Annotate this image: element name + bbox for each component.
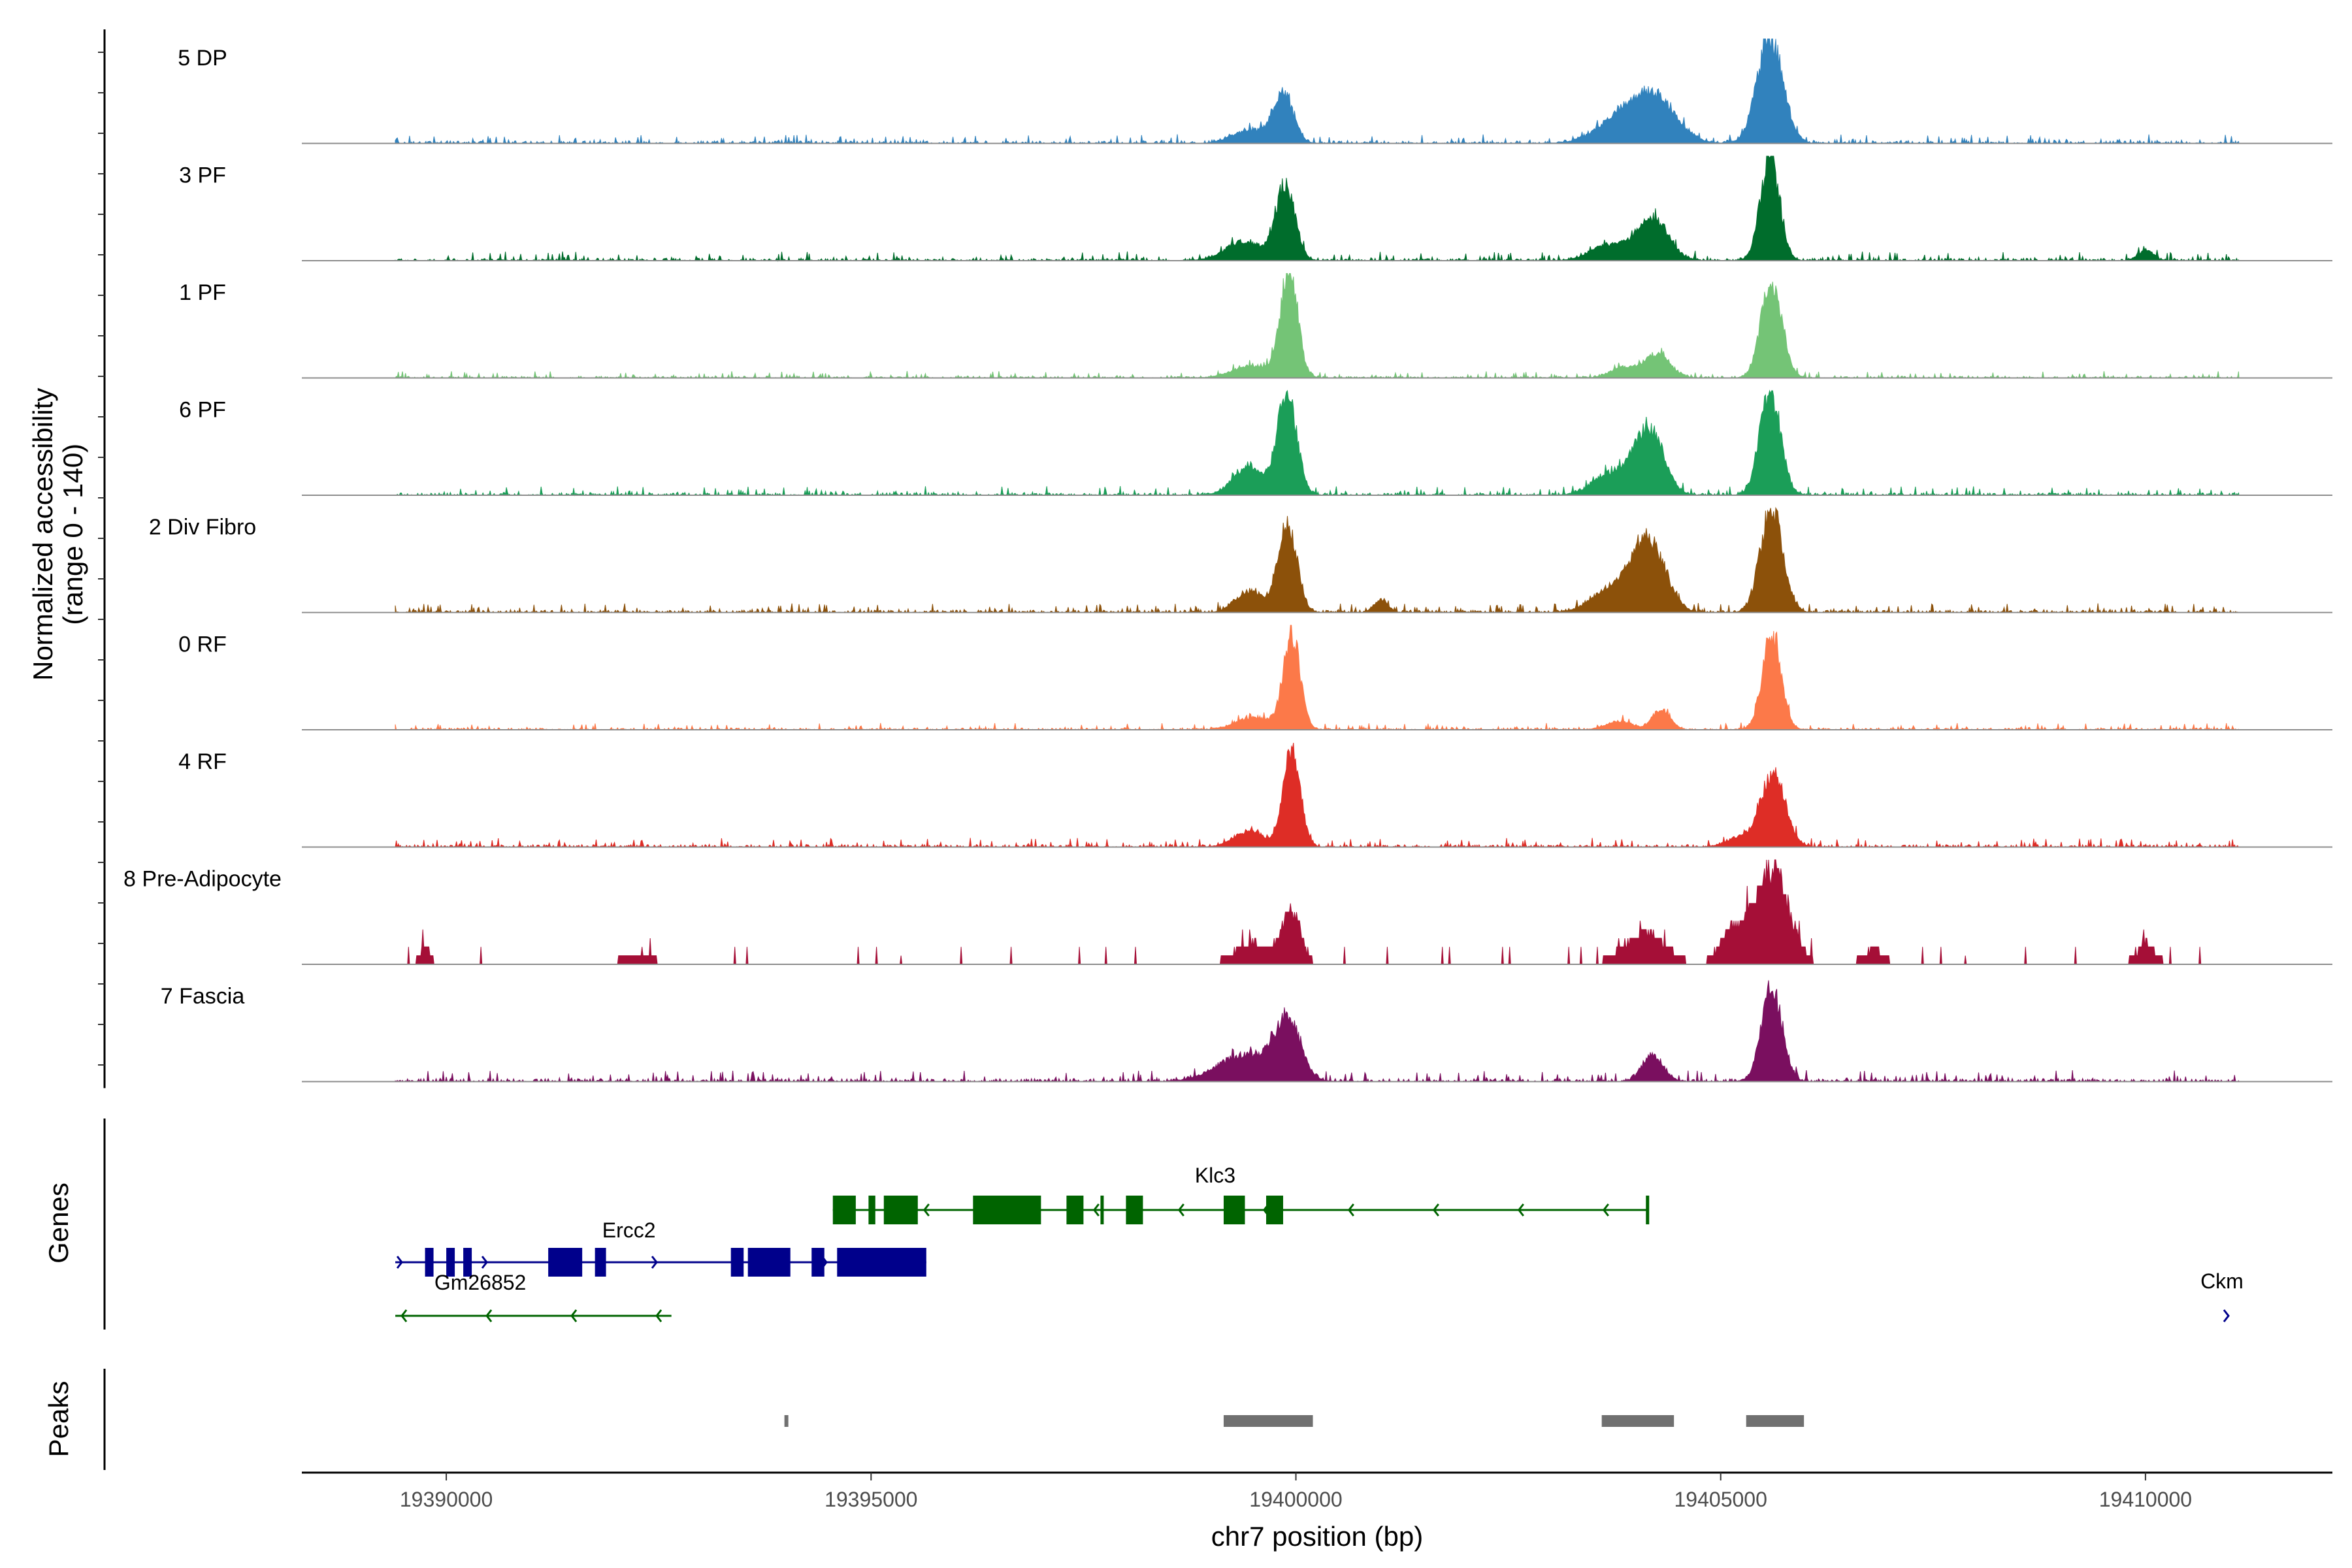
genes-panel: Genes Klc3 Ercc2 Gm26852 Ckm <box>43 1119 2244 1330</box>
gene-label: Ckm <box>2200 1269 2244 1293</box>
peak-region <box>1223 1415 1313 1427</box>
exon <box>883 1196 918 1224</box>
track-4-rf: 4 RF <box>178 742 2332 849</box>
exon <box>1223 1196 1245 1224</box>
peaks-panel-label: Peaks <box>43 1381 74 1458</box>
track-label: 4 RF <box>178 749 227 774</box>
exon <box>446 1248 455 1277</box>
exon <box>811 1248 825 1277</box>
track-6-pf: 6 PF <box>179 389 2332 497</box>
gene-klc3: Klc3 <box>832 1164 1650 1224</box>
peaks-panel: Peaks <box>43 1369 1805 1470</box>
peak-region <box>1601 1415 1674 1427</box>
exon <box>730 1248 744 1277</box>
strand-arrow <box>655 1309 662 1322</box>
exon <box>747 1248 791 1277</box>
exon <box>832 1196 856 1224</box>
coverage-area <box>395 980 2240 1083</box>
x-tick-label: 19400000 <box>1249 1488 1342 1511</box>
track-label: 5 DP <box>178 46 227 71</box>
track-7-fascia: 7 Fascia <box>161 980 2332 1083</box>
track-label: 2 Div Fibro <box>149 515 256 540</box>
gene-label: Klc3 <box>1195 1164 1235 1187</box>
strand-arrow <box>1517 1203 1524 1217</box>
track-2-div-fibro: 2 Div Fibro <box>149 506 2332 614</box>
exon <box>837 1248 926 1277</box>
strand-arrow <box>570 1309 578 1322</box>
track-3-pf: 3 PF <box>179 155 2332 262</box>
y-axis-title: Normalized accessibility(range 0 - 140) <box>27 29 106 1088</box>
exon <box>1266 1196 1283 1224</box>
strand-arrow <box>651 1256 658 1269</box>
strand-arrow <box>1177 1203 1184 1217</box>
exon <box>1066 1196 1084 1224</box>
exon <box>595 1248 606 1277</box>
track-5-dp: 5 DP <box>178 39 2332 145</box>
strand-arrow <box>2223 1309 2230 1322</box>
peak-region <box>784 1415 789 1427</box>
exon <box>973 1196 1041 1224</box>
track-label: 1 PF <box>179 280 226 305</box>
track-label: 0 RF <box>178 632 227 657</box>
track-label: 3 PF <box>179 163 226 188</box>
strand-arrow <box>400 1309 408 1322</box>
strand-arrow <box>481 1256 488 1269</box>
track-0-rf: 0 RF <box>178 625 2332 731</box>
exon <box>548 1248 583 1277</box>
exon <box>1646 1196 1650 1224</box>
genes-panel-label: Genes <box>43 1183 74 1264</box>
x-tick-label: 19405000 <box>1674 1488 1767 1511</box>
track-1-pf: 1 PF <box>179 273 2332 379</box>
x-axis: 19390000 19395000 19400000 19405000 19410000… <box>302 1471 2332 1552</box>
exon <box>425 1248 434 1277</box>
gene-ckm: Ckm <box>2200 1269 2244 1322</box>
strand-arrow <box>1347 1203 1354 1217</box>
strand-arrow <box>1092 1203 1100 1217</box>
peak-region <box>1746 1415 1805 1427</box>
gene-ercc2: Ercc2 <box>395 1218 926 1277</box>
strand-arrow <box>923 1203 930 1217</box>
strand-arrow <box>1432 1203 1439 1217</box>
y-axis-title-line: (range 0 - 140) <box>57 444 88 625</box>
y-axis-title-line: Normalized accessibility <box>27 388 58 681</box>
exon <box>1126 1196 1143 1224</box>
y-axis-title-text: Normalized accessibility(range 0 - 140) <box>27 388 88 681</box>
gene-label: Gm26852 <box>434 1271 527 1294</box>
track-8-pre-adipocyte: 8 Pre-Adipocyte <box>123 859 2332 965</box>
track-label: 7 Fascia <box>161 984 245 1009</box>
coverage-tracks: 5 DP 3 PF 1 PF 6 PF 2 Div Fibro 0 RF 4 RF 8 Pre… <box>123 39 2332 1083</box>
strand-arrow <box>396 1256 403 1269</box>
gene-gm26852: Gm26852 <box>395 1271 672 1322</box>
exon <box>463 1248 472 1277</box>
x-tick-label: 19390000 <box>400 1488 493 1511</box>
track-label: 8 Pre-Adipocyte <box>123 867 282 892</box>
strand-arrow <box>485 1309 493 1322</box>
exon <box>1100 1196 1104 1224</box>
strand-arrow <box>1602 1203 1609 1217</box>
track-label: 6 PF <box>179 398 226 423</box>
x-tick-label: 19410000 <box>2099 1488 2192 1511</box>
x-tick-label: 19395000 <box>825 1488 917 1511</box>
exon <box>868 1196 875 1224</box>
gene-label: Ercc2 <box>602 1218 656 1242</box>
x-axis-title: chr7 position (bp) <box>1211 1521 1424 1552</box>
